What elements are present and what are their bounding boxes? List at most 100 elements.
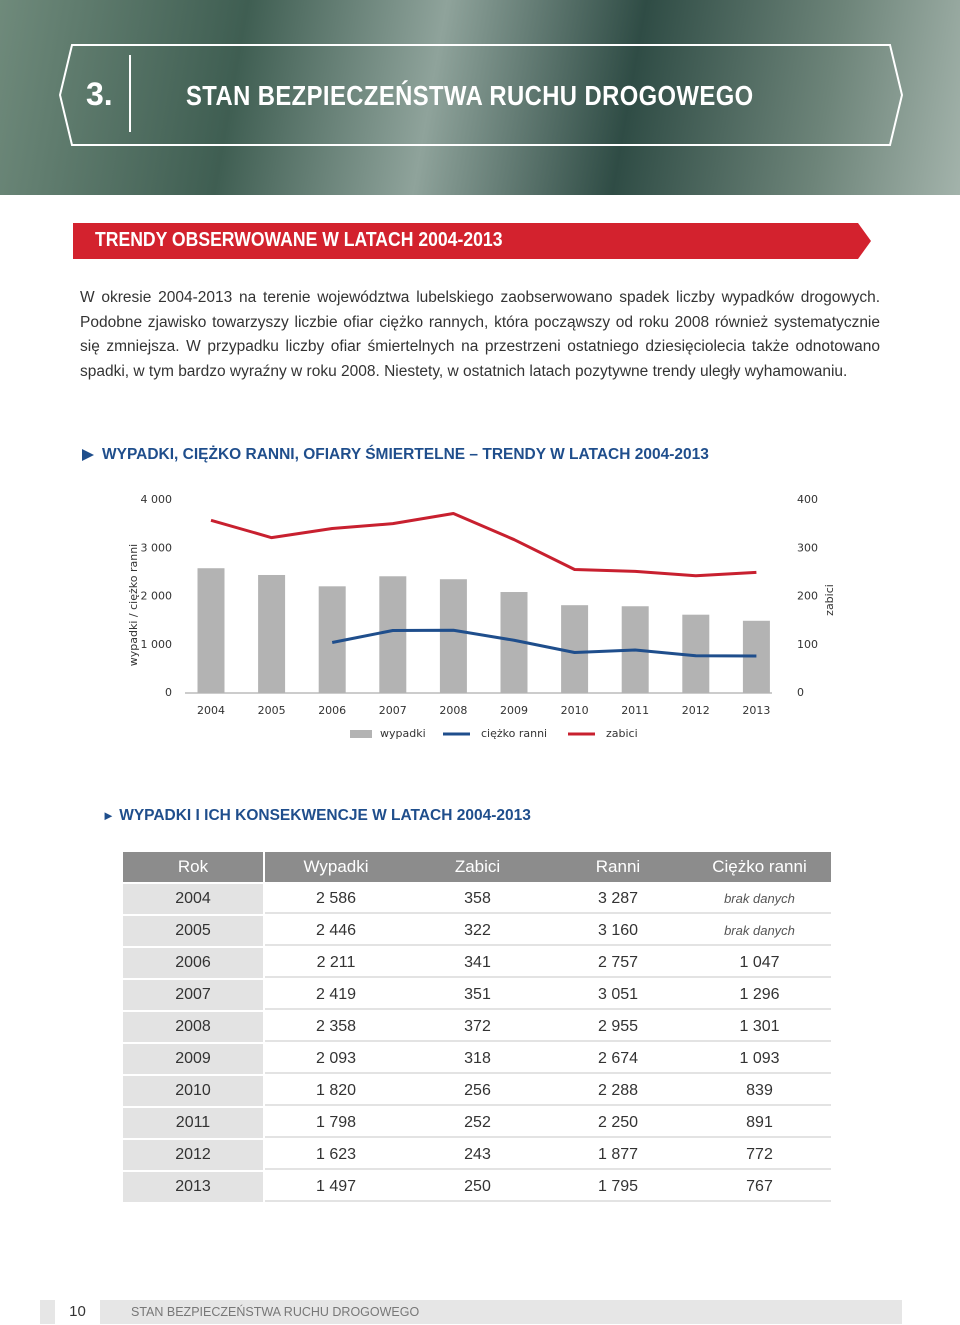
section-title: TRENDY OBSERWOWANE W LATACH 2004-2013: [95, 229, 503, 251]
table-cell: 243: [407, 1140, 548, 1170]
table-cell: 256: [407, 1076, 548, 1106]
y-tick-label: 3 000: [141, 541, 173, 554]
chart: WYPADKI, CIĘŻKO RANNI, OFIARY ŚMIERTELNE…: [82, 445, 836, 740]
table-cell: 2 288: [548, 1076, 688, 1106]
bar: [197, 568, 225, 693]
chapter-number: 3.: [86, 76, 113, 112]
table-cell: 839: [688, 1076, 831, 1106]
table-cell: 318: [407, 1044, 548, 1074]
y2-tick-label: 100: [797, 638, 818, 651]
table-cell: 1 798: [265, 1108, 407, 1138]
table-cell: 2 446: [265, 916, 407, 946]
table-cell: 2 955: [548, 1012, 688, 1042]
x-tick-label: 2011: [621, 704, 649, 717]
y2-tick-label: 400: [797, 493, 818, 506]
chart-title: WYPADKI, CIĘŻKO RANNI, OFIARY ŚMIERTELNE…: [102, 445, 709, 463]
table-cell: 2 093: [265, 1044, 407, 1074]
table-cell: 2 358: [265, 1012, 407, 1042]
table-cell: 2006: [123, 948, 263, 978]
y2-tick-label: 200: [797, 590, 818, 603]
table-header-cell: Zabici: [407, 852, 548, 882]
bar: [561, 605, 589, 693]
header-outline: [58, 44, 904, 146]
bar: [258, 574, 286, 693]
legend-label: wypadki: [380, 727, 426, 740]
bar: [439, 579, 467, 693]
table-cell: 2 250: [548, 1108, 688, 1138]
table-title-text: WYPADKI I ICH KONSEKWENCJE W LATACH 2004…: [119, 807, 531, 824]
bar: [379, 576, 407, 693]
legend-swatch: [350, 730, 372, 738]
line: [210, 512, 757, 578]
table-cell: 891: [688, 1108, 831, 1138]
table-header-cell: Rok: [123, 852, 263, 882]
section-banner: [73, 223, 871, 259]
x-tick-label: 2006: [318, 704, 346, 717]
x-tick-label: 2010: [561, 704, 589, 717]
table-title: ► WYPADKI I ICH KONSEKWENCJE W LATACH 20…: [102, 807, 531, 825]
footer-title: STAN BEZPIECZEŃSTWA RUCHU DROGOWEGO: [131, 1305, 420, 1319]
bullet: [82, 449, 94, 461]
table-cell: 1 877: [548, 1140, 688, 1170]
table-cell: 772: [688, 1140, 831, 1170]
x-tick-label: 2008: [439, 704, 467, 717]
header-banner: [0, 0, 960, 195]
table-cell: 2010: [123, 1076, 263, 1106]
table-cell: 1 795: [548, 1172, 688, 1202]
y2-tick-label: 0: [797, 686, 804, 699]
x-tick-label: 2007: [379, 704, 407, 717]
page-number: 10: [55, 1300, 100, 1324]
legend-label: ciężko ranni: [481, 727, 547, 740]
y-axis-label: wypadki / ciężko ranni: [127, 544, 140, 666]
y-tick-label: 1 000: [141, 638, 173, 651]
table-cell: brak danych: [688, 916, 831, 946]
x-tick-label: 2012: [682, 704, 710, 717]
table-cell: 2 757: [548, 948, 688, 978]
table-cell: 2 419: [265, 980, 407, 1010]
header-frame: [58, 44, 904, 259]
table-cell: 2011: [123, 1108, 263, 1138]
x-tick-label: 2013: [742, 704, 770, 717]
y-tick-label: 2 000: [141, 590, 173, 603]
table-cell: 3 287: [548, 884, 688, 914]
table-cell: 2 674: [548, 1044, 688, 1074]
table-cell: 2005: [123, 916, 263, 946]
table-cell: 341: [407, 948, 548, 978]
table-cell: 2013: [123, 1172, 263, 1202]
line: [331, 628, 757, 658]
x-tick-label: 2004: [197, 704, 225, 717]
y2-axis-label: zabici: [823, 584, 836, 616]
table-cell: 2008: [123, 1012, 263, 1042]
table-cell: 2012: [123, 1140, 263, 1170]
paragraph: W okresie 2004-2013 na terenie województ…: [80, 289, 880, 380]
table-header-cell: Ciężko ranni: [688, 852, 831, 882]
table-cell: 3 160: [548, 916, 688, 946]
table-header-cell: Ranni: [548, 852, 688, 882]
bullet: ►: [102, 808, 115, 823]
table-cell: 1 623: [265, 1140, 407, 1170]
table-cell: 1 497: [265, 1172, 407, 1202]
table-cell: 358: [407, 884, 548, 914]
chapter-title: STAN BEZPIECZEŃSTWA RUCHU DROGOWEGO: [186, 80, 754, 111]
table-cell: 252: [407, 1108, 548, 1138]
table-cell: 2004: [123, 884, 263, 914]
table-cell: 2 586: [265, 884, 407, 914]
table-cell: 3 051: [548, 980, 688, 1010]
table-cell: 250: [407, 1172, 548, 1202]
table-cell: 1 047: [688, 948, 831, 978]
footer-bar: [40, 1300, 902, 1324]
y-tick-label: 0: [165, 686, 172, 699]
table-cell: 1 093: [688, 1044, 831, 1074]
y-tick-label: 4 000: [141, 493, 173, 506]
table-cell: 2007: [123, 980, 263, 1010]
table-cell: 372: [407, 1012, 548, 1042]
table-cell: brak danych: [688, 884, 831, 914]
table-cell: 322: [407, 916, 548, 946]
table-cell: 1 820: [265, 1076, 407, 1106]
table-cell: 2009: [123, 1044, 263, 1074]
table-cell: 2 211: [265, 948, 407, 978]
table-header-cell: Wypadki: [265, 852, 407, 882]
y2-tick-label: 300: [797, 541, 818, 554]
table-cell: 767: [688, 1172, 831, 1202]
